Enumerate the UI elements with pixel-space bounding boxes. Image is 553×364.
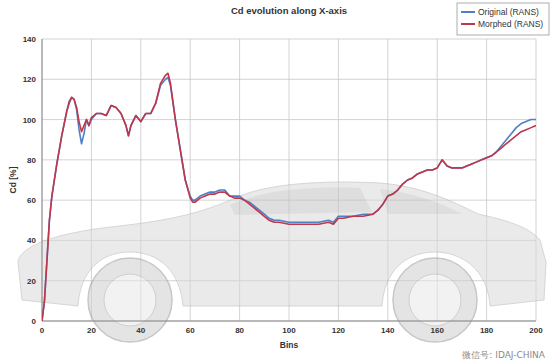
y-tick-label: 0 bbox=[32, 317, 37, 326]
grid-line bbox=[42, 39, 536, 40]
car-window bbox=[230, 188, 372, 215]
y-tick-label: 20 bbox=[27, 277, 36, 286]
y-axis bbox=[42, 39, 43, 321]
legend: Original (RANS) Morphed (RANS) bbox=[457, 3, 549, 35]
y-tick-label: 100 bbox=[23, 116, 37, 125]
car-rim bbox=[409, 274, 461, 326]
chart: 0 20 40 60 80 100 120 140 160 180 200 0 20 40 60 80 100 1… bbox=[0, 0, 553, 364]
x-tick-label: 100 bbox=[282, 326, 296, 335]
grid-line bbox=[91, 39, 92, 321]
car-image bbox=[18, 182, 546, 342]
title: Cd evolution along X-axis bbox=[231, 5, 347, 16]
x-tick-label: 160 bbox=[431, 326, 445, 335]
legend-label: Morphed (RANS) bbox=[478, 19, 543, 29]
x-tick-label: 20 bbox=[87, 326, 96, 335]
y-axis-label: Cd [%] bbox=[8, 166, 18, 193]
legend-swatch bbox=[461, 11, 475, 13]
x-tick-label: 120 bbox=[332, 326, 346, 335]
y-tick-label: 120 bbox=[23, 75, 37, 84]
y-tick-label: 140 bbox=[23, 35, 37, 44]
x-tick-label: 140 bbox=[381, 326, 395, 335]
x-tick-label: 180 bbox=[480, 326, 494, 335]
x-tick-label: 40 bbox=[136, 326, 145, 335]
x-tick-label: 0 bbox=[40, 326, 45, 335]
series-line bbox=[42, 77, 536, 321]
y-tick-label: 80 bbox=[27, 156, 36, 165]
x-tick-label: 80 bbox=[235, 326, 244, 335]
y-tick-label: 40 bbox=[27, 236, 36, 245]
grid-line bbox=[42, 39, 43, 321]
watermark: 微信号: IDAJ-CHINA bbox=[462, 350, 545, 360]
car-wheel bbox=[88, 258, 172, 342]
legend-label: Original (RANS) bbox=[478, 7, 539, 17]
series-lines bbox=[42, 73, 536, 321]
x-axis bbox=[42, 321, 536, 322]
car-wheel bbox=[393, 258, 477, 342]
series-line bbox=[42, 73, 536, 321]
x-axis-label: Bins bbox=[280, 340, 299, 350]
grid-line bbox=[42, 159, 536, 160]
grid-line bbox=[42, 79, 536, 80]
background bbox=[0, 0, 553, 364]
car-rim bbox=[104, 274, 156, 326]
x-tick-label: 200 bbox=[529, 326, 543, 335]
grid-line bbox=[42, 321, 536, 322]
x-tick-label: 60 bbox=[186, 326, 195, 335]
grid-line bbox=[42, 119, 536, 120]
car-window bbox=[380, 189, 462, 214]
legend-swatch bbox=[461, 23, 475, 25]
legend-box bbox=[457, 3, 549, 35]
y-tick-label: 60 bbox=[27, 196, 36, 205]
